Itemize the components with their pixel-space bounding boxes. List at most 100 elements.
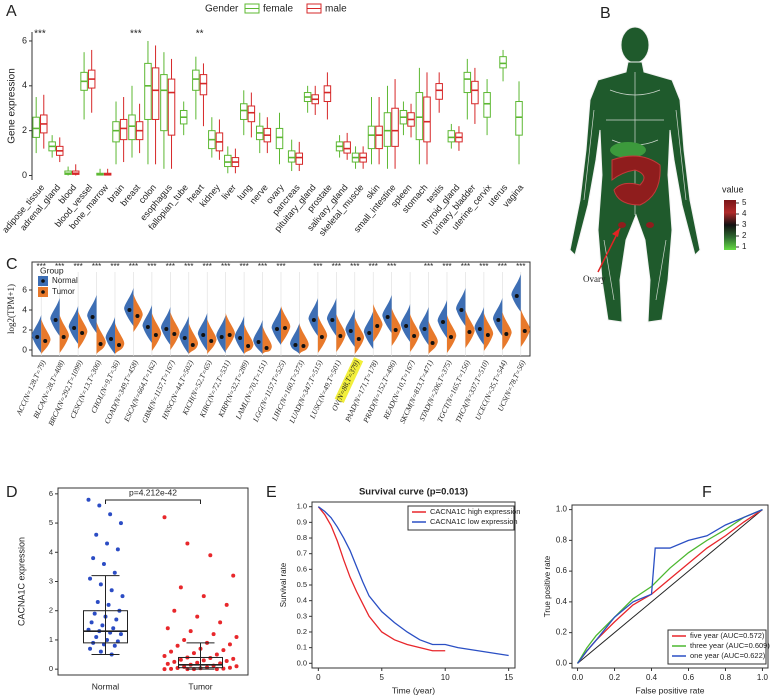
legend-label: Normal: [52, 276, 78, 285]
point: [178, 585, 183, 590]
y-tick-label: 1.0: [297, 502, 307, 511]
significance: ***: [332, 262, 341, 271]
y-tick-label: 0.2: [297, 627, 307, 636]
violin: [133, 294, 143, 332]
y-tick-label: 0.4: [297, 596, 307, 605]
significance: **: [196, 29, 204, 40]
box: [499, 56, 507, 69]
series-line: [577, 509, 763, 664]
y-tick-label: 6: [22, 35, 27, 45]
violin: [456, 288, 466, 326]
legend-label: CACNA1C high expression: [430, 507, 520, 516]
significance: ***: [369, 262, 378, 271]
point: [94, 532, 99, 537]
box: [415, 92, 424, 141]
significance: ***: [34, 29, 46, 40]
significance: ***: [73, 262, 82, 271]
box: [199, 74, 208, 96]
violin: [354, 317, 365, 354]
point: [221, 648, 226, 653]
median-dot: [375, 324, 380, 328]
median-dot: [348, 329, 353, 333]
legend-label: five year (AUC=0.572): [690, 631, 765, 640]
chart-title: Survival curve (p=0.013): [359, 487, 468, 498]
median-dot: [264, 346, 269, 350]
y-tick-label: 0.0: [297, 658, 307, 667]
box: [160, 74, 168, 132]
violin: [142, 305, 152, 343]
violin: [336, 314, 346, 352]
significance: ***: [147, 262, 156, 271]
median-dot: [422, 327, 427, 331]
point: [169, 666, 174, 671]
legend-title: Group: [40, 265, 64, 275]
point: [88, 646, 93, 651]
box: [178, 656, 223, 669]
violin: [68, 306, 79, 344]
y-tick-label: 0: [49, 664, 53, 673]
median-dot: [256, 340, 261, 344]
box: [275, 127, 284, 150]
median-dot: [80, 331, 85, 335]
violin: [78, 311, 88, 349]
violin: [465, 310, 475, 348]
median-dot: [441, 320, 445, 324]
point: [208, 553, 213, 558]
violin: [234, 316, 245, 354]
point: [162, 667, 167, 672]
y-tick-label: 0.3: [297, 611, 307, 620]
violin: [59, 315, 69, 353]
violin: [161, 307, 171, 345]
y-tick-label: 4: [22, 304, 27, 314]
y-tick-label: 3: [49, 576, 53, 585]
point: [188, 629, 193, 634]
violin: [345, 309, 355, 347]
x-tick-label: 10: [441, 673, 450, 682]
y-tick-label: 0.9: [297, 517, 307, 526]
significance: ***: [387, 262, 396, 271]
violin: [317, 315, 328, 353]
point: [165, 661, 170, 666]
point: [86, 497, 91, 502]
violin: [179, 316, 189, 354]
point: [208, 656, 213, 661]
panel-label: A: [6, 3, 17, 20]
y-tick-label: 2: [22, 324, 27, 334]
legend-label: three year (AUC=0.609): [690, 641, 770, 650]
significance: ***: [239, 262, 248, 271]
y-tick-label: 2: [49, 606, 53, 615]
point: [234, 635, 239, 640]
x-axis-label: False positive rate: [636, 685, 705, 695]
median-dot: [412, 334, 417, 338]
point: [162, 515, 167, 520]
median-dot: [172, 332, 177, 336]
point: [195, 660, 200, 665]
y-tick-label: 4: [22, 80, 27, 90]
violin: [253, 320, 263, 354]
significance: ***: [92, 262, 101, 271]
legend-dot: [41, 279, 45, 283]
legend-dot: [41, 290, 45, 294]
median-dot: [485, 333, 490, 337]
significance: ***: [313, 262, 322, 271]
box: [463, 71, 472, 94]
violin: [105, 317, 115, 354]
violin: [382, 295, 392, 333]
panel-label: F: [702, 484, 712, 501]
median-dot: [219, 335, 224, 339]
point: [114, 617, 119, 622]
point: [108, 512, 113, 517]
series-line: [317, 506, 509, 657]
significance: ***: [129, 262, 138, 271]
annotation: Ovary: [583, 274, 606, 284]
x-tick-label: 0.2: [609, 673, 621, 682]
median-dot: [393, 328, 398, 332]
violin: [391, 308, 401, 346]
point: [106, 602, 111, 607]
y-axis-label: CACNA1C expression: [16, 537, 26, 626]
point: [97, 503, 102, 508]
median-dot: [459, 308, 464, 312]
median-dot: [109, 337, 113, 341]
x-tick-label: 0.6: [683, 673, 695, 682]
legend-label: female: [263, 4, 293, 15]
